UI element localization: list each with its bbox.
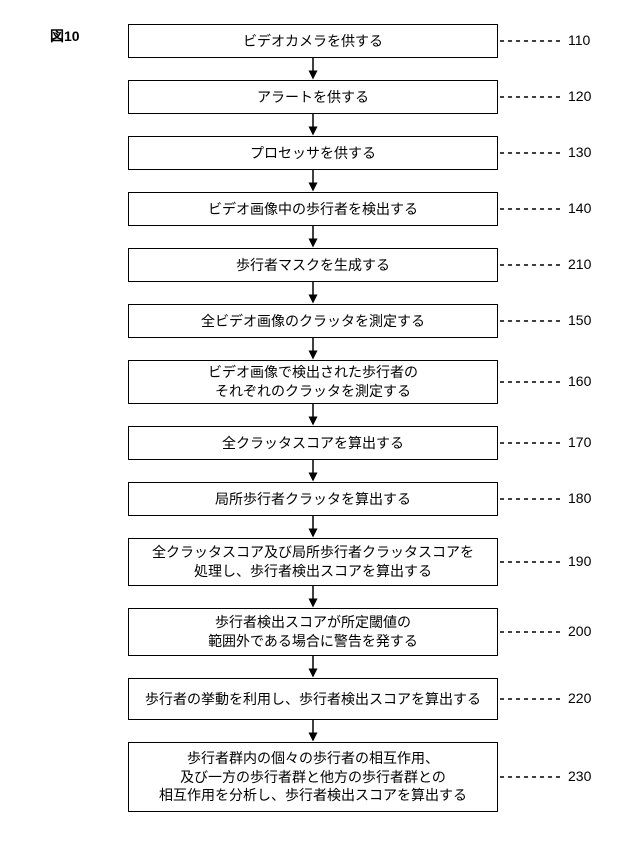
flow-node-160: ビデオ画像で検出された歩行者の それぞれのクラッタを測定する [128, 360, 498, 404]
ref-label-140: 140 [568, 200, 591, 216]
ref-label-160: 160 [568, 373, 591, 389]
flow-node-190: 全クラッタスコア及び局所歩行者クラッタスコアを 処理し、歩行者検出スコアを算出す… [128, 538, 498, 586]
flow-node-220: 歩行者の挙動を利用し、歩行者検出スコアを算出する [128, 678, 498, 720]
page: 図10 ビデオカメラを供する 110 アラートを供する 120 プロセッサを供する 130… [0, 0, 622, 866]
flow-node-200: 歩行者検出スコアが所定閾値の 範囲外である場合に警告を発する [128, 608, 498, 656]
flow-node-130: プロセッサを供する [128, 136, 498, 170]
ref-label-170: 170 [568, 434, 591, 450]
flow-node-150: 全ビデオ画像のクラッタを測定する [128, 304, 498, 338]
flow-node-230: 歩行者群内の個々の歩行者の相互作用、 及び一方の歩行者群と他方の歩行者群との 相… [128, 742, 498, 812]
ref-label-130: 130 [568, 144, 591, 160]
flow-node-170: 全クラッタスコアを算出する [128, 426, 498, 460]
ref-label-110: 110 [568, 32, 590, 48]
flow-node-210: 歩行者マスクを生成する [128, 248, 498, 282]
figure-label: 図10 [50, 26, 80, 46]
flow-node-180: 局所歩行者クラッタを算出する [128, 482, 498, 516]
ref-label-120: 120 [568, 88, 591, 104]
flow-node-140: ビデオ画像中の歩行者を検出する [128, 192, 498, 226]
flow-node-120: アラートを供する [128, 80, 498, 114]
ref-label-230: 230 [568, 768, 591, 784]
ref-label-200: 200 [568, 623, 591, 639]
ref-label-210: 210 [568, 256, 591, 272]
ref-label-180: 180 [568, 490, 591, 506]
ref-label-220: 220 [568, 690, 591, 706]
ref-label-150: 150 [568, 312, 591, 328]
flow-node-110: ビデオカメラを供する [128, 24, 498, 58]
ref-label-190: 190 [568, 553, 591, 569]
